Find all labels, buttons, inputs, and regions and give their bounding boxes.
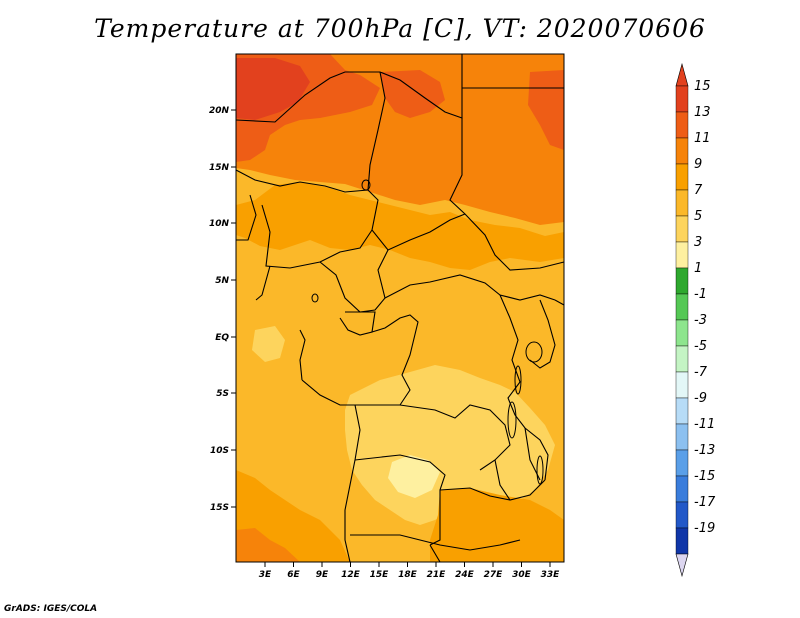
contour-7-eastband [500, 325, 564, 382]
lat-axis: 20N 15N 10N 5N EQ 5S 10S 15S [209, 106, 236, 513]
lat-tick-label: 20N [209, 106, 230, 116]
map-frame [235, 53, 565, 563]
colorbar-top-arrow [675, 62, 689, 87]
colorbar-label: -9 [694, 391, 707, 406]
lon-tick-label: 9E [316, 570, 329, 580]
lon-tick-label: 33E [541, 570, 561, 580]
lon-tick-label: 15E [370, 570, 390, 580]
contour-5-west-patch [252, 326, 285, 362]
map-panel [235, 53, 565, 563]
colorbar-swatch [675, 501, 689, 529]
colorbar-label: -19 [694, 521, 715, 536]
colorbar-label: 13 [694, 105, 711, 120]
contour-9-midnorth [236, 182, 564, 270]
contour-9-southeast [430, 488, 564, 562]
colorbar-label: -17 [694, 495, 716, 510]
contour-11-southwest [236, 528, 300, 562]
contour-13-northeast [528, 70, 564, 150]
colorbar-swatch [675, 527, 689, 555]
lat-tick-label: 5S [216, 389, 229, 399]
lon-tick-label: 27E [484, 570, 504, 580]
colorbar-label: -7 [694, 365, 708, 380]
colorbar-bottom-arrow [675, 553, 689, 578]
contour-3-patch [388, 455, 440, 498]
lon-tick-label: 6E [287, 570, 300, 580]
colorbar-swatch [675, 215, 689, 243]
lat-tick-label: 5N [215, 276, 229, 286]
colorbar-swatch [675, 423, 689, 451]
colorbar-swatch [675, 163, 689, 191]
colorbar-swatch [675, 475, 689, 503]
colorbar-swatch [675, 397, 689, 425]
lon-tick-label: 30E [512, 570, 532, 580]
colorbar-label: -11 [694, 417, 715, 432]
colorbar-label: -13 [694, 443, 715, 458]
colorbar-label: -5 [694, 339, 707, 354]
colorbar-label: -3 [694, 313, 707, 328]
contour-13-north-central [380, 70, 445, 118]
lon-tick-label: 12E [341, 570, 361, 580]
grads-credit: GrADS: IGES/COLA [4, 604, 98, 614]
colorbar-label: -15 [694, 469, 715, 484]
lat-tick-label: 10N [209, 219, 230, 229]
map-title: Temperature at 700hPa [C], VT: 202007060… [94, 14, 706, 43]
colorbar-label: 11 [694, 131, 711, 146]
colorbar-swatch [675, 189, 689, 217]
colorbar-swatch [675, 111, 689, 139]
lon-tick-label: 21E [427, 570, 447, 580]
country-borders [235, 54, 565, 563]
lon-axis: 3E 6E 9E 12E 15E 18E 21E 24E 27E 30E 33E [259, 562, 560, 580]
lat-tick-label: 15S [210, 503, 229, 513]
colorbar-label: 1 [694, 261, 702, 276]
lakes [311, 179, 544, 485]
lat-tick-label: 10S [210, 446, 229, 456]
lat-tick-label: 15N [209, 163, 230, 173]
lat-tick-label: EQ [215, 333, 229, 343]
colorbar-swatch [675, 371, 689, 399]
lon-tick-label: 18E [398, 570, 418, 580]
colorbar-swatch [675, 345, 689, 373]
lon-tick-label: 24E [455, 570, 475, 580]
colorbar-swatch [675, 85, 689, 113]
colorbar-swatch [675, 241, 689, 269]
colorbar: 15 13 11 9 7 5 3 1 -1 -3 -5 -7 -9 -11 -13 -15 -17 -19 [675, 62, 716, 578]
colorbar-label: 9 [694, 157, 702, 172]
colorbar-label: -1 [694, 287, 707, 302]
colorbar-label: 3 [694, 235, 702, 250]
contour-15-patch [236, 58, 310, 120]
colorbar-swatch [675, 267, 689, 295]
lon-tick-label: 3E [259, 570, 272, 580]
colorbar-label: 15 [694, 79, 711, 94]
colorbar-swatch [675, 293, 689, 321]
colorbar-label: 5 [694, 209, 702, 224]
colorbar-label: 7 [694, 183, 703, 198]
colorbar-swatch [675, 449, 689, 477]
colorbar-swatch [675, 319, 689, 347]
colorbar-swatch [675, 137, 689, 165]
